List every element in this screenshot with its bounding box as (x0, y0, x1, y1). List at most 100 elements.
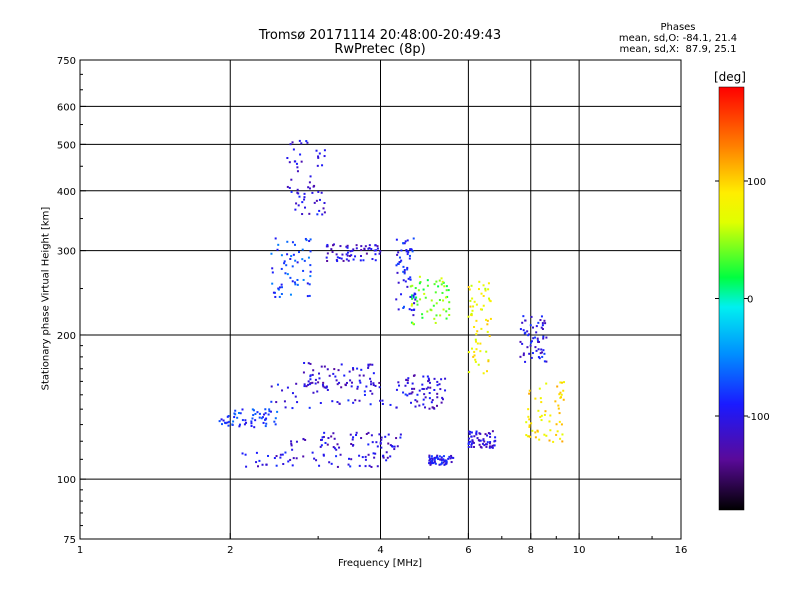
data-point (429, 308, 432, 311)
data-point (467, 286, 470, 289)
data-point (270, 252, 273, 255)
data-point (467, 351, 470, 354)
data-point (411, 297, 414, 300)
data-point (343, 374, 346, 377)
data-point (326, 252, 329, 255)
data-point (450, 461, 453, 464)
data-point (295, 457, 298, 460)
data-point (346, 251, 349, 254)
data-point (354, 399, 357, 402)
data-point (407, 277, 410, 280)
data-point (430, 401, 433, 404)
data-point (349, 250, 352, 253)
data-point (535, 331, 538, 334)
data-point (311, 191, 314, 194)
data-point (433, 317, 436, 320)
data-point (296, 166, 299, 169)
data-point (318, 464, 321, 467)
data-point (262, 413, 265, 416)
data-point (331, 244, 334, 247)
data-point (539, 352, 542, 355)
data-point (428, 381, 431, 384)
data-point (433, 283, 436, 286)
data-point (442, 308, 445, 311)
data-point (449, 457, 452, 460)
data-point (440, 461, 443, 464)
data-point (434, 462, 437, 465)
data-point (303, 192, 306, 195)
data-point (528, 389, 531, 392)
data-point (527, 408, 530, 411)
data-point (344, 383, 347, 386)
data-point (472, 305, 475, 308)
x-tick-label: 16 (675, 545, 688, 556)
data-point (227, 424, 230, 427)
data-point (261, 463, 264, 466)
data-point (304, 237, 307, 240)
data-point (244, 419, 247, 422)
data-point (491, 444, 494, 447)
data-point (474, 338, 477, 341)
data-point (441, 280, 444, 283)
data-point (322, 385, 325, 388)
data-point (378, 433, 381, 436)
data-point (480, 327, 483, 330)
y-axis-label: Stationary phase Virtual Height [km] (40, 206, 52, 391)
data-point (285, 264, 288, 267)
data-point (322, 207, 325, 210)
data-point (297, 204, 300, 207)
data-point (473, 350, 476, 353)
data-point (379, 399, 382, 402)
data-point (526, 435, 529, 438)
data-point (440, 277, 443, 280)
data-point (347, 399, 350, 402)
data-point (539, 416, 542, 419)
data-point (426, 310, 429, 313)
data-point (484, 433, 487, 436)
data-point (398, 256, 401, 259)
data-point (525, 421, 528, 424)
data-point (303, 383, 306, 386)
data-point (470, 431, 473, 434)
data-point (398, 384, 401, 387)
data-point (302, 269, 305, 272)
chart-subtitle: RwPretec (8p) (334, 42, 426, 57)
data-points (218, 139, 566, 468)
data-point (476, 437, 479, 440)
data-point (429, 463, 432, 466)
data-point (443, 460, 446, 463)
data-point (563, 381, 566, 384)
data-point (441, 291, 444, 294)
data-point (540, 348, 543, 351)
data-point (432, 462, 435, 465)
data-point (280, 254, 283, 257)
data-point (265, 463, 268, 466)
data-point (425, 387, 428, 390)
data-point (436, 384, 439, 387)
data-point (312, 369, 315, 372)
data-point (323, 365, 326, 368)
data-point (348, 457, 351, 460)
data-point (317, 155, 320, 158)
data-point (487, 282, 490, 285)
data-point (540, 414, 543, 417)
data-point (435, 280, 438, 283)
data-point (409, 278, 412, 281)
data-point (409, 285, 412, 288)
data-point (413, 308, 416, 311)
data-point (252, 409, 255, 412)
data-point (406, 253, 409, 256)
data-point (444, 296, 447, 299)
data-point (379, 442, 382, 445)
data-point (491, 446, 494, 449)
data-point (325, 256, 328, 259)
data-point (267, 413, 270, 416)
data-point (256, 465, 259, 468)
colorbar-tick-label: 100 (747, 177, 766, 188)
data-point (477, 439, 480, 442)
data-point (336, 465, 339, 468)
data-point (543, 433, 546, 436)
data-point (363, 390, 366, 393)
data-point (384, 435, 387, 438)
data-point (411, 250, 414, 253)
